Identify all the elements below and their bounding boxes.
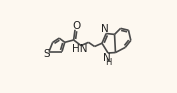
- Text: N: N: [101, 24, 109, 34]
- Text: N: N: [103, 53, 110, 63]
- Text: H: H: [106, 58, 112, 67]
- Text: O: O: [72, 21, 81, 31]
- Text: HN: HN: [72, 44, 88, 54]
- Text: S: S: [44, 49, 50, 59]
